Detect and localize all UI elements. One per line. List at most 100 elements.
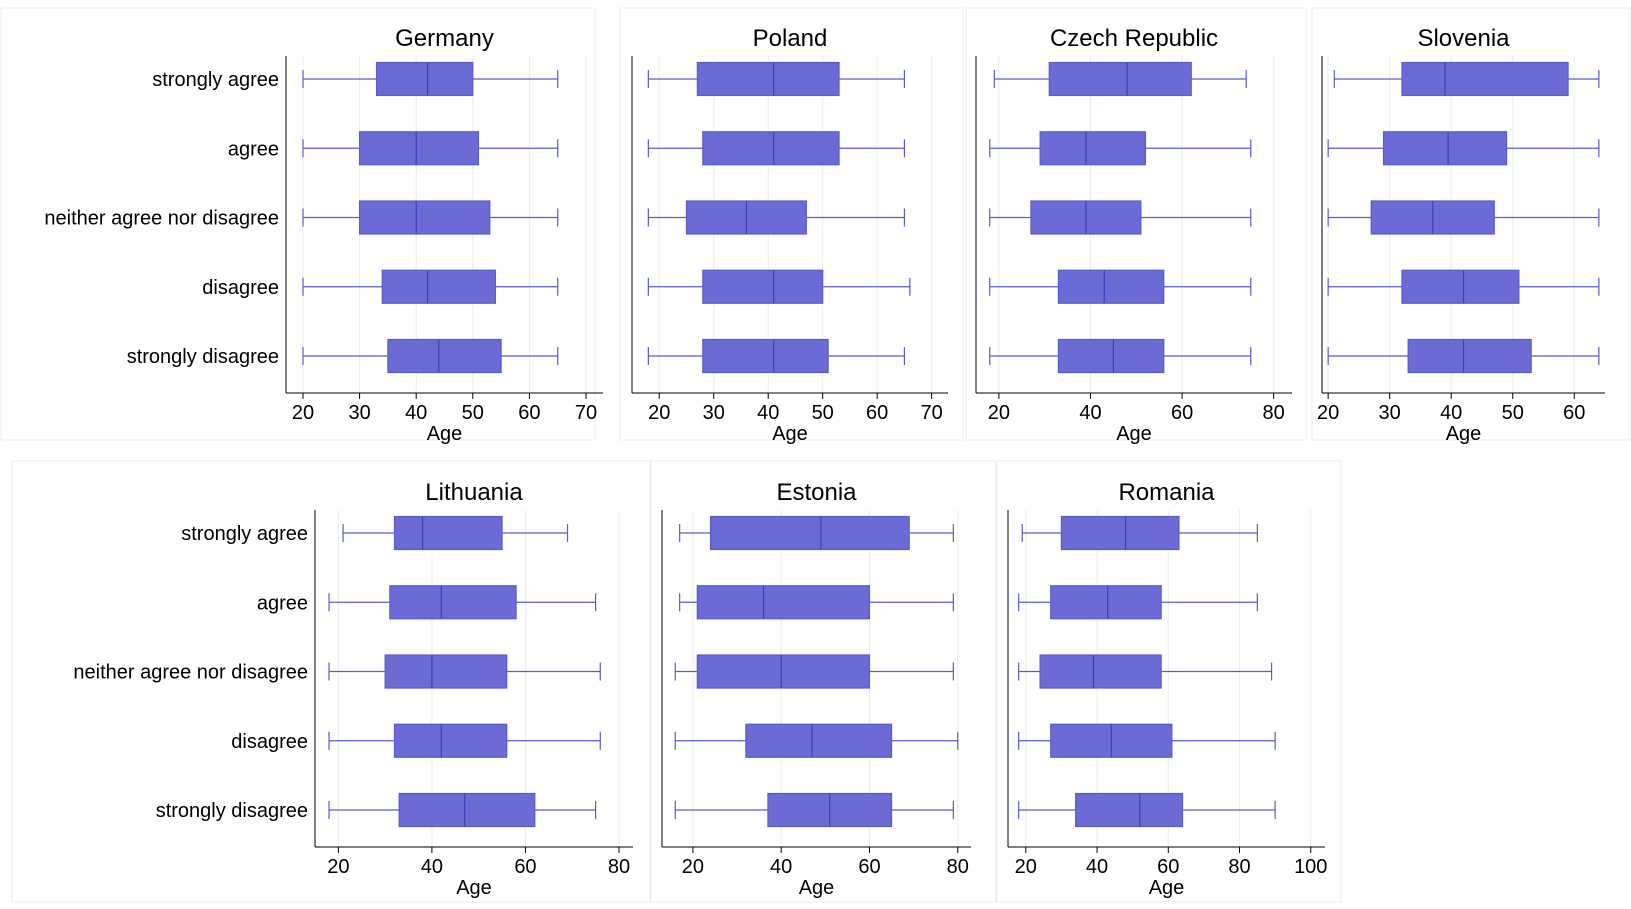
- x-tick-label: 20: [1317, 402, 1339, 424]
- box-group: [993, 61, 1247, 97]
- x-tick-label: 80: [1263, 402, 1285, 424]
- box-group: [674, 654, 954, 689]
- iqr-box: [1060, 515, 1180, 551]
- category-label: disagree: [202, 277, 279, 299]
- x-tick-label: 50: [1502, 402, 1524, 424]
- x-tick-label: 80: [1228, 856, 1250, 878]
- iqr-box: [1050, 585, 1162, 620]
- x-tick-label: 60: [1171, 402, 1193, 424]
- category-label: neither agree nor disagree: [73, 662, 308, 684]
- x-tick-label: 20: [648, 402, 670, 424]
- box-group: agree: [228, 131, 559, 166]
- box-group: [647, 131, 906, 166]
- x-tick-label: 70: [921, 402, 943, 424]
- chart-panel: Romania 20 40 60 80 100 Age: [996, 460, 1342, 903]
- category-label: strongly agree: [181, 523, 308, 545]
- x-tick-label: 40: [405, 402, 427, 424]
- chart-panel: Czech Republic 20 40 60 80 Age: [965, 7, 1307, 445]
- box-group: strongly agree: [152, 61, 559, 97]
- category-label: strongly disagree: [156, 800, 308, 822]
- x-tick-label: 20: [327, 856, 349, 878]
- iqr-box: [1048, 61, 1192, 97]
- x-axis-label: Age: [1446, 423, 1482, 445]
- x-tick-label: 50: [812, 402, 834, 424]
- box-group: [989, 269, 1252, 304]
- iqr-box: [1057, 269, 1165, 304]
- x-tick-label: 60: [858, 856, 880, 878]
- box-group: [1327, 338, 1600, 374]
- box-group: [674, 723, 959, 758]
- iqr-box: [696, 654, 871, 689]
- chart-title: Slovenia: [1417, 25, 1510, 52]
- box-group: [989, 131, 1252, 166]
- box-group: [647, 338, 906, 374]
- iqr-box: [1057, 338, 1165, 374]
- iqr-box: [1407, 338, 1532, 374]
- x-tick-label: 80: [947, 856, 969, 878]
- box-group: strongly disagree: [156, 792, 597, 828]
- x-axis-label: Age: [1116, 423, 1152, 445]
- x-tick-label: 50: [462, 402, 484, 424]
- x-tick-label: 30: [348, 402, 370, 424]
- iqr-box: [381, 269, 497, 304]
- category-label: neither agree nor disagree: [44, 208, 279, 230]
- box-group: strongly agree: [181, 515, 569, 551]
- chart-title: Lithuania: [425, 479, 523, 506]
- x-tick-label: 80: [608, 856, 630, 878]
- box-group: [1333, 61, 1600, 97]
- panel-frame: [11, 460, 651, 903]
- iqr-box: [384, 654, 508, 689]
- iqr-box: [696, 61, 840, 97]
- x-tick-label: 30: [703, 402, 725, 424]
- chart-title: Czech Republic: [1050, 25, 1218, 52]
- box-group: [1021, 515, 1258, 551]
- iqr-box: [393, 515, 503, 551]
- iqr-box: [1039, 131, 1147, 166]
- x-tick-label: 40: [421, 856, 443, 878]
- box-group: [647, 200, 906, 235]
- box-group: neither agree nor disagree: [73, 654, 601, 689]
- x-tick-label: 60: [1157, 856, 1179, 878]
- chart-panel: Germany 20 30 40 50 60 70 Age strongly agree agre…: [0, 7, 603, 445]
- box-group: [1327, 269, 1600, 304]
- iqr-box: [1075, 792, 1184, 828]
- iqr-box: [709, 515, 910, 551]
- iqr-box: [1401, 269, 1520, 304]
- x-axis-label: Age: [427, 423, 463, 445]
- box-group: [1327, 131, 1600, 166]
- box-group: [1018, 723, 1276, 758]
- x-tick-label: 40: [1440, 402, 1462, 424]
- category-label: disagree: [231, 731, 308, 753]
- iqr-box: [375, 61, 474, 97]
- x-tick-label: 30: [1379, 402, 1401, 424]
- iqr-box: [358, 131, 480, 166]
- x-axis-label: Age: [1149, 877, 1185, 899]
- chart-panel: Estonia 20 40 60 80 Age: [650, 460, 997, 903]
- x-tick-label: 40: [757, 402, 779, 424]
- x-tick-label: 60: [866, 402, 888, 424]
- chart-panel: Lithuania 20 40 60 80 Age strongly agree agree n…: [11, 460, 651, 903]
- box-group: [679, 585, 954, 620]
- x-axis-label: Age: [772, 423, 808, 445]
- box-group: disagree: [202, 269, 559, 304]
- iqr-box: [398, 792, 536, 828]
- x-tick-label: 40: [1086, 856, 1108, 878]
- x-tick-label: 60: [514, 856, 536, 878]
- box-group: [1018, 792, 1276, 828]
- iqr-box: [1039, 654, 1162, 689]
- iqr-box: [387, 338, 502, 374]
- chart-title: Estonia: [776, 479, 857, 506]
- iqr-box: [1382, 131, 1508, 166]
- category-label: agree: [228, 138, 279, 160]
- iqr-box: [702, 269, 824, 304]
- box-group: strongly disagree: [127, 338, 559, 374]
- x-tick-label: 100: [1294, 856, 1327, 878]
- chart-title: Poland: [753, 25, 828, 52]
- x-tick-label: 20: [1015, 856, 1037, 878]
- x-tick-label: 20: [988, 402, 1010, 424]
- x-tick-label: 20: [292, 402, 314, 424]
- box-group: neither agree nor disagree: [44, 200, 559, 235]
- box-group: [989, 200, 1252, 235]
